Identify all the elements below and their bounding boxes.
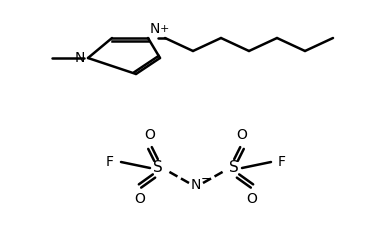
Text: O: O bbox=[236, 128, 247, 142]
Text: O: O bbox=[134, 192, 145, 206]
Text: S: S bbox=[153, 161, 163, 175]
Text: N: N bbox=[74, 51, 85, 65]
Text: F: F bbox=[106, 155, 114, 169]
Text: S: S bbox=[229, 161, 239, 175]
Text: N: N bbox=[191, 178, 201, 192]
Text: +: + bbox=[160, 24, 169, 34]
Text: O: O bbox=[145, 128, 156, 142]
Text: O: O bbox=[247, 192, 258, 206]
Text: F: F bbox=[278, 155, 286, 169]
Text: −: − bbox=[201, 173, 211, 185]
Text: N: N bbox=[150, 22, 160, 36]
